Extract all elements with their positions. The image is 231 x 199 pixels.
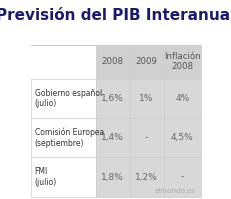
Text: Gobierno español
(julio): Gobierno español (julio): [34, 89, 101, 108]
Bar: [95, 45, 129, 79]
Bar: [163, 118, 200, 157]
Text: 4%: 4%: [174, 94, 188, 103]
Bar: [163, 45, 200, 79]
Text: elmundo.es: elmundo.es: [154, 188, 195, 194]
Bar: [31, 79, 95, 118]
Text: Inflación
2008: Inflación 2008: [163, 52, 200, 71]
Text: Comisión Europea
(septiembre): Comisión Europea (septiembre): [34, 128, 103, 148]
Text: 1,4%: 1,4%: [101, 133, 123, 142]
Bar: [129, 45, 163, 79]
Bar: [129, 157, 163, 197]
Text: 1%: 1%: [139, 94, 153, 103]
Text: 4,5%: 4,5%: [170, 133, 193, 142]
Text: 1,6%: 1,6%: [101, 94, 124, 103]
Bar: [95, 79, 129, 118]
Text: 1,8%: 1,8%: [101, 173, 124, 181]
Bar: [95, 157, 129, 197]
Bar: [129, 118, 163, 157]
Text: 2009: 2009: [135, 57, 157, 66]
Text: 1,2%: 1,2%: [135, 173, 157, 181]
Text: -: -: [180, 173, 183, 181]
Bar: [163, 79, 200, 118]
Text: 2008: 2008: [101, 57, 123, 66]
Text: FMI
(julio): FMI (julio): [34, 167, 57, 187]
Bar: [95, 118, 129, 157]
Text: Previsión del PIB Interanual: Previsión del PIB Interanual: [0, 8, 231, 23]
Bar: [129, 79, 163, 118]
Bar: [163, 157, 200, 197]
Text: -: -: [144, 133, 148, 142]
Bar: [31, 157, 95, 197]
Bar: [31, 118, 95, 157]
